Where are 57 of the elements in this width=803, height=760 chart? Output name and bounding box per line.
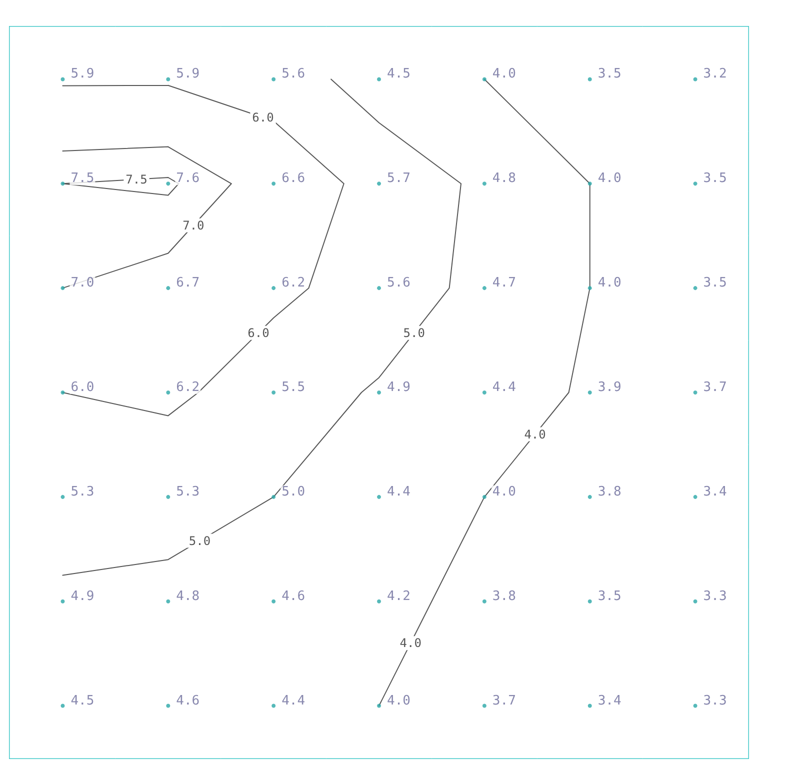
data-label: 6.2: [176, 380, 200, 395]
annotation: 4.0: [524, 427, 546, 442]
data-label: 4.4: [492, 380, 516, 395]
data-label: 6.6: [282, 171, 306, 186]
annotation: 5.0: [403, 326, 425, 340]
data-label: 4.0: [598, 276, 622, 291]
data-label: 3.5: [703, 276, 727, 291]
data-label: 5.9: [70, 66, 94, 82]
data-label: 3.7: [703, 380, 727, 395]
data-label: 4.4: [282, 693, 306, 708]
data-label: 3.3: [703, 693, 727, 708]
data-label: 3.8: [598, 484, 622, 500]
data-label: 7.5: [70, 171, 94, 186]
data-label: 4.9: [387, 380, 410, 395]
data-label: 3.4: [703, 484, 727, 500]
data-label: 5.3: [70, 484, 94, 500]
data-label: 6.7: [176, 276, 200, 291]
annotation: 6.0: [252, 110, 274, 124]
annotation: 7.0: [182, 218, 204, 232]
data-label: 5.7: [387, 171, 410, 186]
data-label: 5.0: [282, 484, 306, 500]
data-label: 4.6: [282, 588, 306, 604]
data-label: 3.4: [598, 693, 622, 708]
annotation: 7.5: [126, 172, 148, 186]
data-label: 3.5: [598, 66, 622, 82]
data-label: 4.0: [492, 66, 516, 82]
data-label: 3.2: [703, 66, 727, 82]
data-label: 4.4: [387, 484, 411, 500]
data-label: 4.8: [492, 171, 516, 186]
data-label: 4.5: [70, 693, 94, 708]
data-label: 3.9: [598, 380, 622, 395]
data-label: 4.0: [387, 693, 410, 708]
data-label: 4.8: [176, 588, 200, 604]
data-label: 3.5: [598, 588, 622, 604]
data-label: 6.2: [282, 276, 306, 291]
data-label: 5.6: [387, 276, 410, 291]
data-label: 3.3: [703, 588, 727, 604]
data-label: 4.6: [176, 693, 200, 708]
data-label: 5.9: [176, 66, 200, 82]
data-label: 3.5: [703, 171, 727, 186]
data-label: 4.0: [598, 171, 622, 186]
data-label: 7.6: [176, 171, 200, 186]
data-label: 4.9: [70, 588, 94, 604]
data-label: 4.7: [492, 276, 516, 291]
data-label: 6.0: [70, 380, 94, 395]
data-label: 5.6: [282, 66, 306, 82]
data-label: 3.8: [492, 588, 516, 604]
data-label: 5.3: [176, 484, 200, 500]
annotation: 6.0: [248, 326, 270, 340]
data-label: 4.5: [387, 66, 410, 82]
annotation: 5.0: [188, 534, 211, 548]
annotation: 4.0: [400, 636, 422, 650]
data-label: 3.7: [492, 693, 516, 708]
data-label: 5.5: [282, 380, 306, 395]
data-label: 4.2: [387, 588, 410, 604]
data-label: 4.0: [492, 484, 516, 500]
data-label: 7.0: [70, 276, 94, 291]
